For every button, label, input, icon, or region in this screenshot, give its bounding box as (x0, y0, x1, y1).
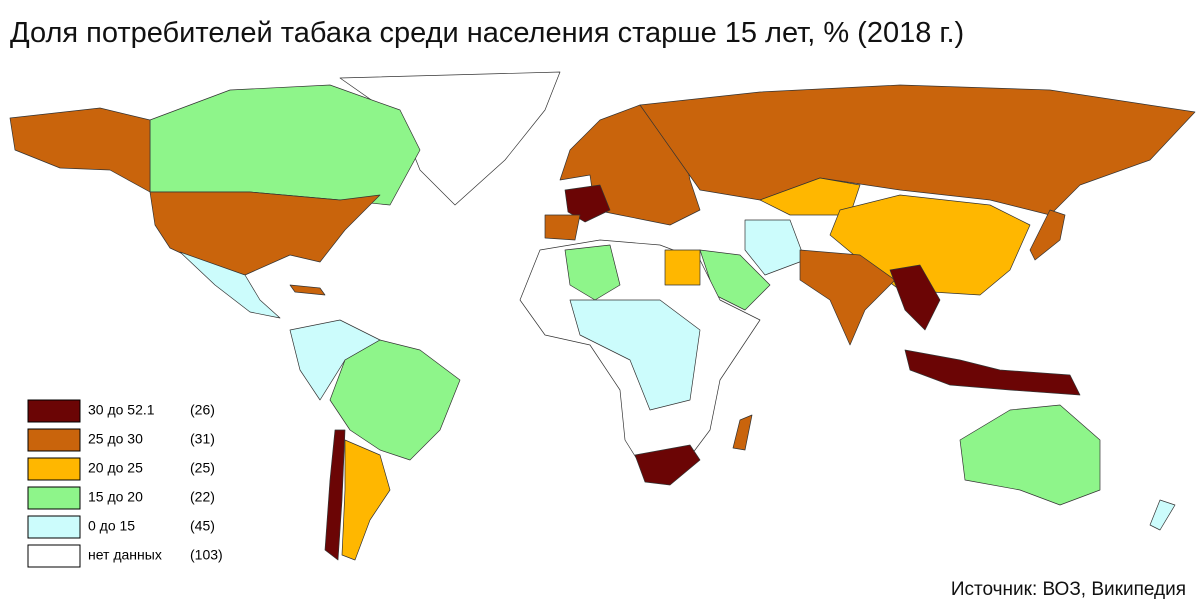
title: Доля потребителей табака среди населения… (10, 17, 964, 49)
legend-label: нет данных (88, 547, 162, 563)
legend-count: (103) (190, 547, 223, 563)
legend-swatch (27, 428, 81, 452)
legend-label: 25 до 30 (88, 431, 143, 447)
legend-count: (22) (190, 489, 215, 505)
legend-swatch (27, 486, 81, 510)
source: Источник: ВОЗ, Википедия (951, 579, 1186, 600)
usa (149, 191, 381, 276)
cuba (289, 284, 326, 296)
brazil (329, 339, 461, 461)
argentina (341, 439, 391, 561)
alaska (9, 107, 151, 193)
world-map (9, 71, 1196, 561)
indonesia (904, 349, 1081, 396)
legend: 30 до 52.1 (26) 25 до 30 (31) 20 до 25 (25) 15… (27, 399, 223, 568)
legend-swatch (27, 457, 81, 481)
legend-swatch (27, 544, 81, 568)
legend-label: 15 до 20 (88, 489, 143, 505)
legend-label: 20 до 25 (88, 460, 143, 476)
legend-count: (26) (190, 402, 215, 418)
spain (544, 214, 581, 241)
south-africa (634, 444, 701, 486)
chile (324, 429, 346, 561)
central-africa (569, 299, 701, 411)
france (564, 184, 611, 223)
legend-swatch (27, 515, 81, 539)
mexico (179, 251, 281, 319)
legend-count: (25) (190, 460, 215, 476)
se-asia (889, 264, 941, 331)
legend-count: (31) (190, 431, 215, 447)
japan (1029, 209, 1066, 261)
madagascar (732, 414, 753, 451)
russia (639, 84, 1196, 216)
india (799, 249, 896, 346)
legend-label: 30 до 52.1 (88, 402, 155, 418)
egypt (664, 249, 701, 286)
legend-swatch (27, 399, 81, 423)
algeria (564, 244, 621, 301)
canada (149, 84, 421, 206)
australia (959, 404, 1101, 506)
new-zealand (1149, 499, 1176, 531)
iran (744, 219, 806, 276)
legend-count: (45) (190, 518, 215, 534)
legend-label: 0 до 15 (88, 518, 135, 534)
kazakhstan (759, 177, 861, 216)
